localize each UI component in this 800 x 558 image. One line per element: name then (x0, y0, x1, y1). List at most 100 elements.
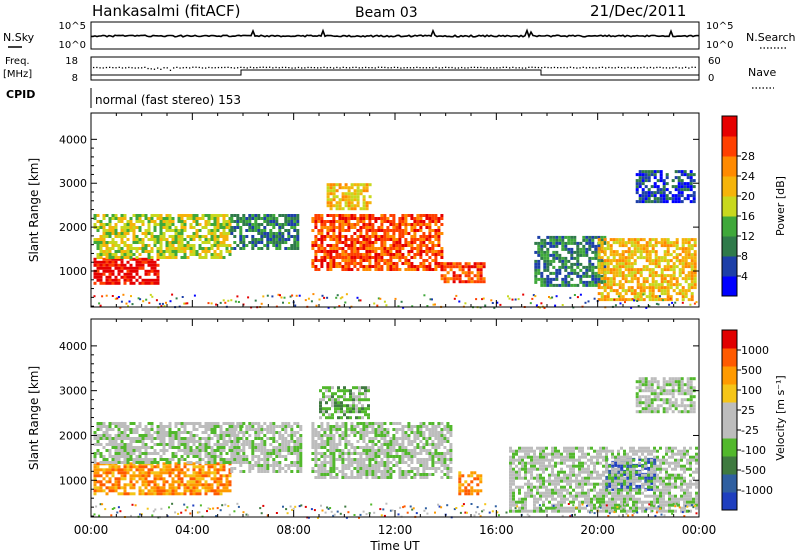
echo-cell (419, 247, 422, 250)
echo-cell (97, 267, 100, 270)
echo-cell (127, 492, 130, 495)
echo-cell (335, 226, 338, 229)
echo-cell (353, 250, 356, 253)
echo-cell (552, 278, 555, 281)
echo-cell (447, 277, 450, 280)
echo-cell (299, 455, 302, 458)
echo-cell (679, 253, 682, 256)
echo-cell (368, 220, 371, 223)
echo-cell (112, 461, 115, 464)
echo-cell (613, 274, 616, 277)
echo-cell (190, 235, 193, 238)
echo-cell (293, 226, 296, 229)
echo-cell (576, 248, 579, 251)
echo-cell (667, 268, 670, 271)
echo-cell (145, 431, 148, 434)
echo-cell (118, 296, 120, 298)
echo-cell (395, 428, 398, 431)
echo-cell (407, 253, 410, 256)
echo-cell (97, 244, 100, 247)
echo-cell (422, 470, 425, 473)
echo-cell (374, 250, 377, 253)
echo-cell (112, 486, 115, 489)
echo-cell (136, 480, 139, 483)
echo-cell (169, 486, 172, 489)
echo-cell (169, 458, 172, 461)
echo-cell (576, 266, 579, 269)
echo-cell (434, 217, 437, 220)
echo-cell (413, 452, 416, 455)
echo-cell (341, 458, 344, 461)
echo-cell (109, 279, 112, 282)
echo-cell (691, 253, 694, 256)
echo-cell (214, 235, 217, 238)
echo-cell (416, 244, 419, 247)
echo-cell (660, 170, 663, 173)
echo-cell (561, 284, 564, 287)
echo-cell (673, 274, 676, 277)
echo-cell (437, 431, 440, 434)
echo-cell (154, 229, 157, 232)
echo-cell (142, 452, 145, 455)
echo-cell (148, 256, 151, 259)
echo-cell (263, 214, 266, 217)
echo-cell (281, 226, 284, 229)
frequency-dot (147, 68, 148, 69)
echo-cell (97, 468, 100, 471)
echo-cell (269, 449, 272, 452)
echo-cell (184, 425, 187, 428)
echo-cell (359, 470, 362, 473)
echo-cell (281, 238, 284, 241)
echo-cell (181, 256, 184, 259)
echo-cell (103, 270, 106, 273)
frequency-dot (352, 67, 353, 68)
echo-cell (371, 440, 374, 443)
echo-cell (275, 470, 278, 473)
echo-cell (338, 235, 341, 238)
echo-cell (311, 470, 314, 473)
echo-cell (637, 247, 640, 250)
echo-cell (401, 256, 404, 259)
echo-cell (684, 182, 687, 185)
echo-cell (428, 452, 431, 455)
echo-cell (214, 223, 217, 226)
echo-cell (392, 422, 395, 425)
echo-cell (552, 236, 555, 239)
echo-cell (601, 271, 604, 274)
echo-cell (124, 273, 127, 276)
echo-cell (664, 292, 667, 295)
echo-cell (118, 264, 121, 267)
echo-cell (172, 492, 175, 495)
echo-cell (640, 271, 643, 274)
echo-cell (236, 214, 239, 217)
echo-cell (130, 449, 133, 452)
echo-cell (365, 434, 368, 437)
echo-cell (347, 440, 350, 443)
echo-cell (616, 259, 619, 262)
frequency-dot (672, 67, 673, 68)
frequency-dot (211, 67, 212, 68)
echo-cell (625, 292, 628, 295)
echo-cell (271, 295, 273, 297)
echo-cell (564, 284, 567, 287)
echo-cell (115, 261, 118, 264)
echo-cell (564, 281, 567, 284)
echo-cell (214, 480, 217, 483)
echo-cell (211, 483, 214, 486)
colorbar-tick-label: 24 (741, 170, 755, 183)
echo-cell (196, 471, 199, 474)
echo-cell (166, 247, 169, 250)
echo-cell (646, 250, 649, 253)
echo-cell (130, 480, 133, 483)
echo-cell (121, 220, 124, 223)
echo-cell (139, 449, 142, 452)
echo-cell (413, 223, 416, 226)
echo-cell (601, 295, 604, 298)
echo-cell (175, 446, 178, 449)
echo-cell (652, 250, 655, 253)
echo-cell (190, 489, 193, 492)
echo-cell (100, 305, 102, 307)
echo-cell (631, 241, 634, 244)
frequency-dot (304, 67, 305, 68)
echo-cell (314, 452, 317, 455)
